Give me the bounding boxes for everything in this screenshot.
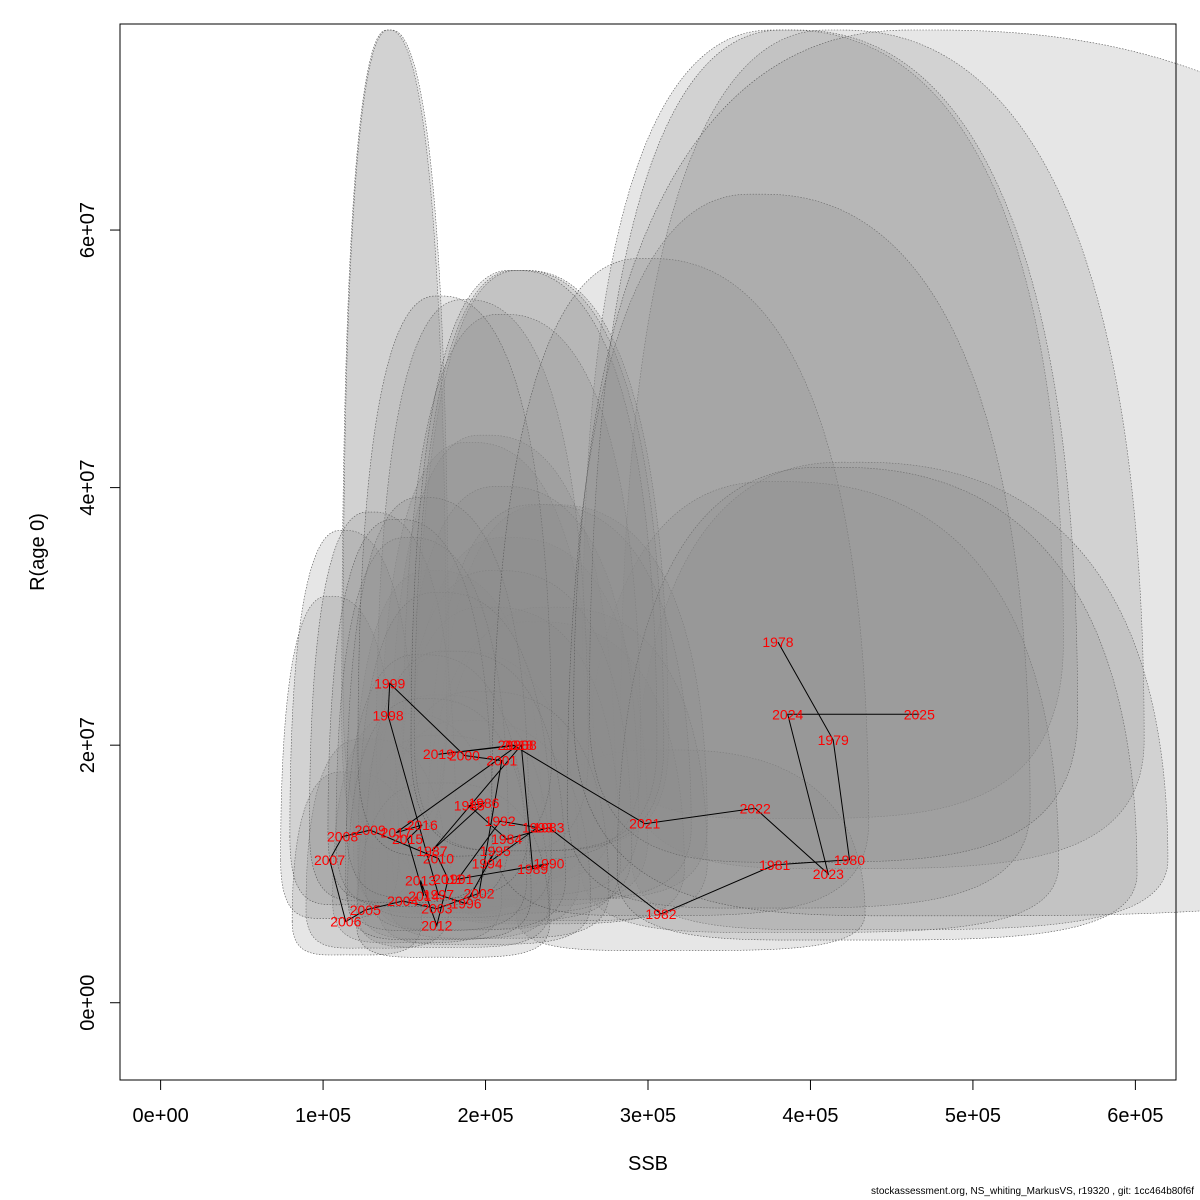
- confidence-region-2006: [291, 771, 422, 956]
- confidence-region-2018: [414, 270, 665, 852]
- confidence-region-2001: [402, 314, 642, 861]
- year-label-2023: 2023: [813, 866, 844, 882]
- confidence-region-1979: [620, 29, 1145, 869]
- year-label-1988: 1988: [506, 737, 537, 753]
- year-label-2017: 2017: [381, 825, 412, 841]
- x-tick-label: 6e+05: [1107, 1105, 1163, 1127]
- year-label-1998: 1998: [372, 708, 403, 724]
- confidence-region-2008: [289, 530, 418, 906]
- year-label-2008: 2008: [327, 829, 358, 845]
- confidence-region-1992: [401, 486, 639, 896]
- year-label-1986: 1986: [468, 795, 499, 811]
- confidence-region-1978: [582, 29, 1064, 819]
- confidence-region-2007: [280, 595, 399, 919]
- x-tick-label: 1e+05: [295, 1105, 351, 1127]
- year-label-2016: 2016: [407, 817, 438, 833]
- path-layer: [329, 641, 920, 928]
- year-label-2019: 2019: [423, 746, 454, 762]
- year-label-1981: 1981: [759, 857, 790, 873]
- x-tick-label: 2e+05: [457, 1105, 513, 1127]
- confidence-region-1981: [580, 481, 1059, 933]
- year-label-1990: 1990: [533, 856, 564, 872]
- confidence-region-1985: [379, 442, 596, 887]
- year-label-2022: 2022: [740, 800, 771, 816]
- confidence-region-1998: [341, 29, 447, 850]
- confidence-region-2020: [410, 270, 658, 852]
- x-tick-label: 4e+05: [782, 1105, 838, 1127]
- confidence-region-1982: [515, 749, 866, 951]
- confidence-region-1989: [424, 621, 685, 925]
- year-label-2025: 2025: [904, 706, 935, 722]
- y-tick-label: 6e+07: [77, 202, 99, 258]
- confidence-region-2015: [335, 537, 509, 907]
- year-label-2007: 2007: [314, 852, 345, 868]
- confidence-region-2005: [305, 738, 450, 949]
- confidence-region-2017: [327, 519, 493, 903]
- year-label-2015: 2015: [392, 831, 423, 847]
- year-label-1989: 1989: [517, 861, 548, 877]
- year-label-1980: 1980: [834, 852, 865, 868]
- year-label-2002: 2002: [463, 885, 494, 901]
- y-tick-label: 4e+07: [77, 460, 99, 516]
- confidence-region-2021: [491, 258, 869, 916]
- confidence-region-2009: [309, 511, 456, 902]
- year-label-1994: 1994: [472, 856, 503, 872]
- year-label-1997: 1997: [423, 887, 454, 903]
- year-label-1993: 1993: [522, 820, 553, 836]
- year-label-1978: 1978: [762, 634, 793, 650]
- y-tick-label: 0e+00: [77, 975, 99, 1031]
- year-label-1992: 1992: [485, 813, 516, 829]
- x-tick-label: 0e+00: [133, 1105, 189, 1127]
- confidence-region-2022: [566, 193, 1031, 909]
- year-label-2000: 2000: [449, 747, 480, 763]
- year-label-2013: 2013: [405, 872, 436, 888]
- year-label-2005: 2005: [350, 902, 381, 918]
- x-axis: 0e+00 1e+05 2e+05 3e+05 4e+05 5e+05 6e+05: [133, 1079, 1163, 1127]
- year-label-1995: 1995: [480, 843, 511, 859]
- year-label-1991: 1991: [442, 871, 473, 887]
- confidence-region-1980: [631, 461, 1169, 931]
- year-label-1983: 1983: [533, 820, 564, 836]
- year-label-2018: 2018: [502, 737, 533, 753]
- confidence-region-2002: [386, 691, 610, 939]
- y-tick-label: 2e+07: [77, 717, 99, 773]
- year-label-2024: 2024: [772, 706, 803, 722]
- y-axis-title: R(age 0): [27, 513, 49, 591]
- year-trajectory-line: [329, 641, 920, 928]
- year-label-1985: 1985: [454, 798, 485, 814]
- year-label-2003: 2003: [421, 901, 452, 917]
- confidence-region-2000: [376, 299, 589, 858]
- x-tick-label: 5e+05: [945, 1105, 1001, 1127]
- year-label-1987: 1987: [416, 843, 447, 859]
- year-label-1979: 1979: [818, 732, 849, 748]
- year-label-2014: 2014: [408, 888, 439, 904]
- year-label-2021: 2021: [629, 816, 660, 832]
- year-label-2020: 2020: [498, 737, 529, 753]
- year-label-1996: 1996: [450, 896, 481, 912]
- year-label-2004: 2004: [387, 893, 418, 909]
- year-label-2001: 2001: [486, 753, 517, 769]
- confidence-region-1988: [416, 270, 669, 852]
- year-label-2011: 2011: [433, 871, 463, 887]
- year-label-1982: 1982: [645, 906, 676, 922]
- confidence-region-2025: [573, 29, 1200, 917]
- x-axis-title: SSB: [628, 1153, 668, 1175]
- confidence-region-2023: [616, 466, 1138, 941]
- year-label-1999: 1999: [374, 675, 405, 691]
- y-axis: 0e+00 2e+07 4e+07 6e+07: [77, 202, 121, 1031]
- footer-credit: stockassessment.org, NS_whiting_MarkusVS…: [871, 1186, 1194, 1197]
- year-label-2009: 2009: [355, 822, 386, 838]
- year-label-2012: 2012: [421, 917, 452, 933]
- confidence-region-1999: [342, 29, 449, 832]
- confidence-region-1996: [377, 720, 591, 945]
- year-label-1984: 1984: [491, 831, 522, 847]
- confidence-region-2014: [347, 698, 532, 941]
- confidence-region-2003: [356, 735, 550, 948]
- confidence-region-2024: [589, 29, 1078, 863]
- year-label-2006: 2006: [330, 914, 361, 930]
- year-label-2010: 2010: [423, 850, 454, 866]
- x-tick-label: 3e+05: [620, 1105, 676, 1127]
